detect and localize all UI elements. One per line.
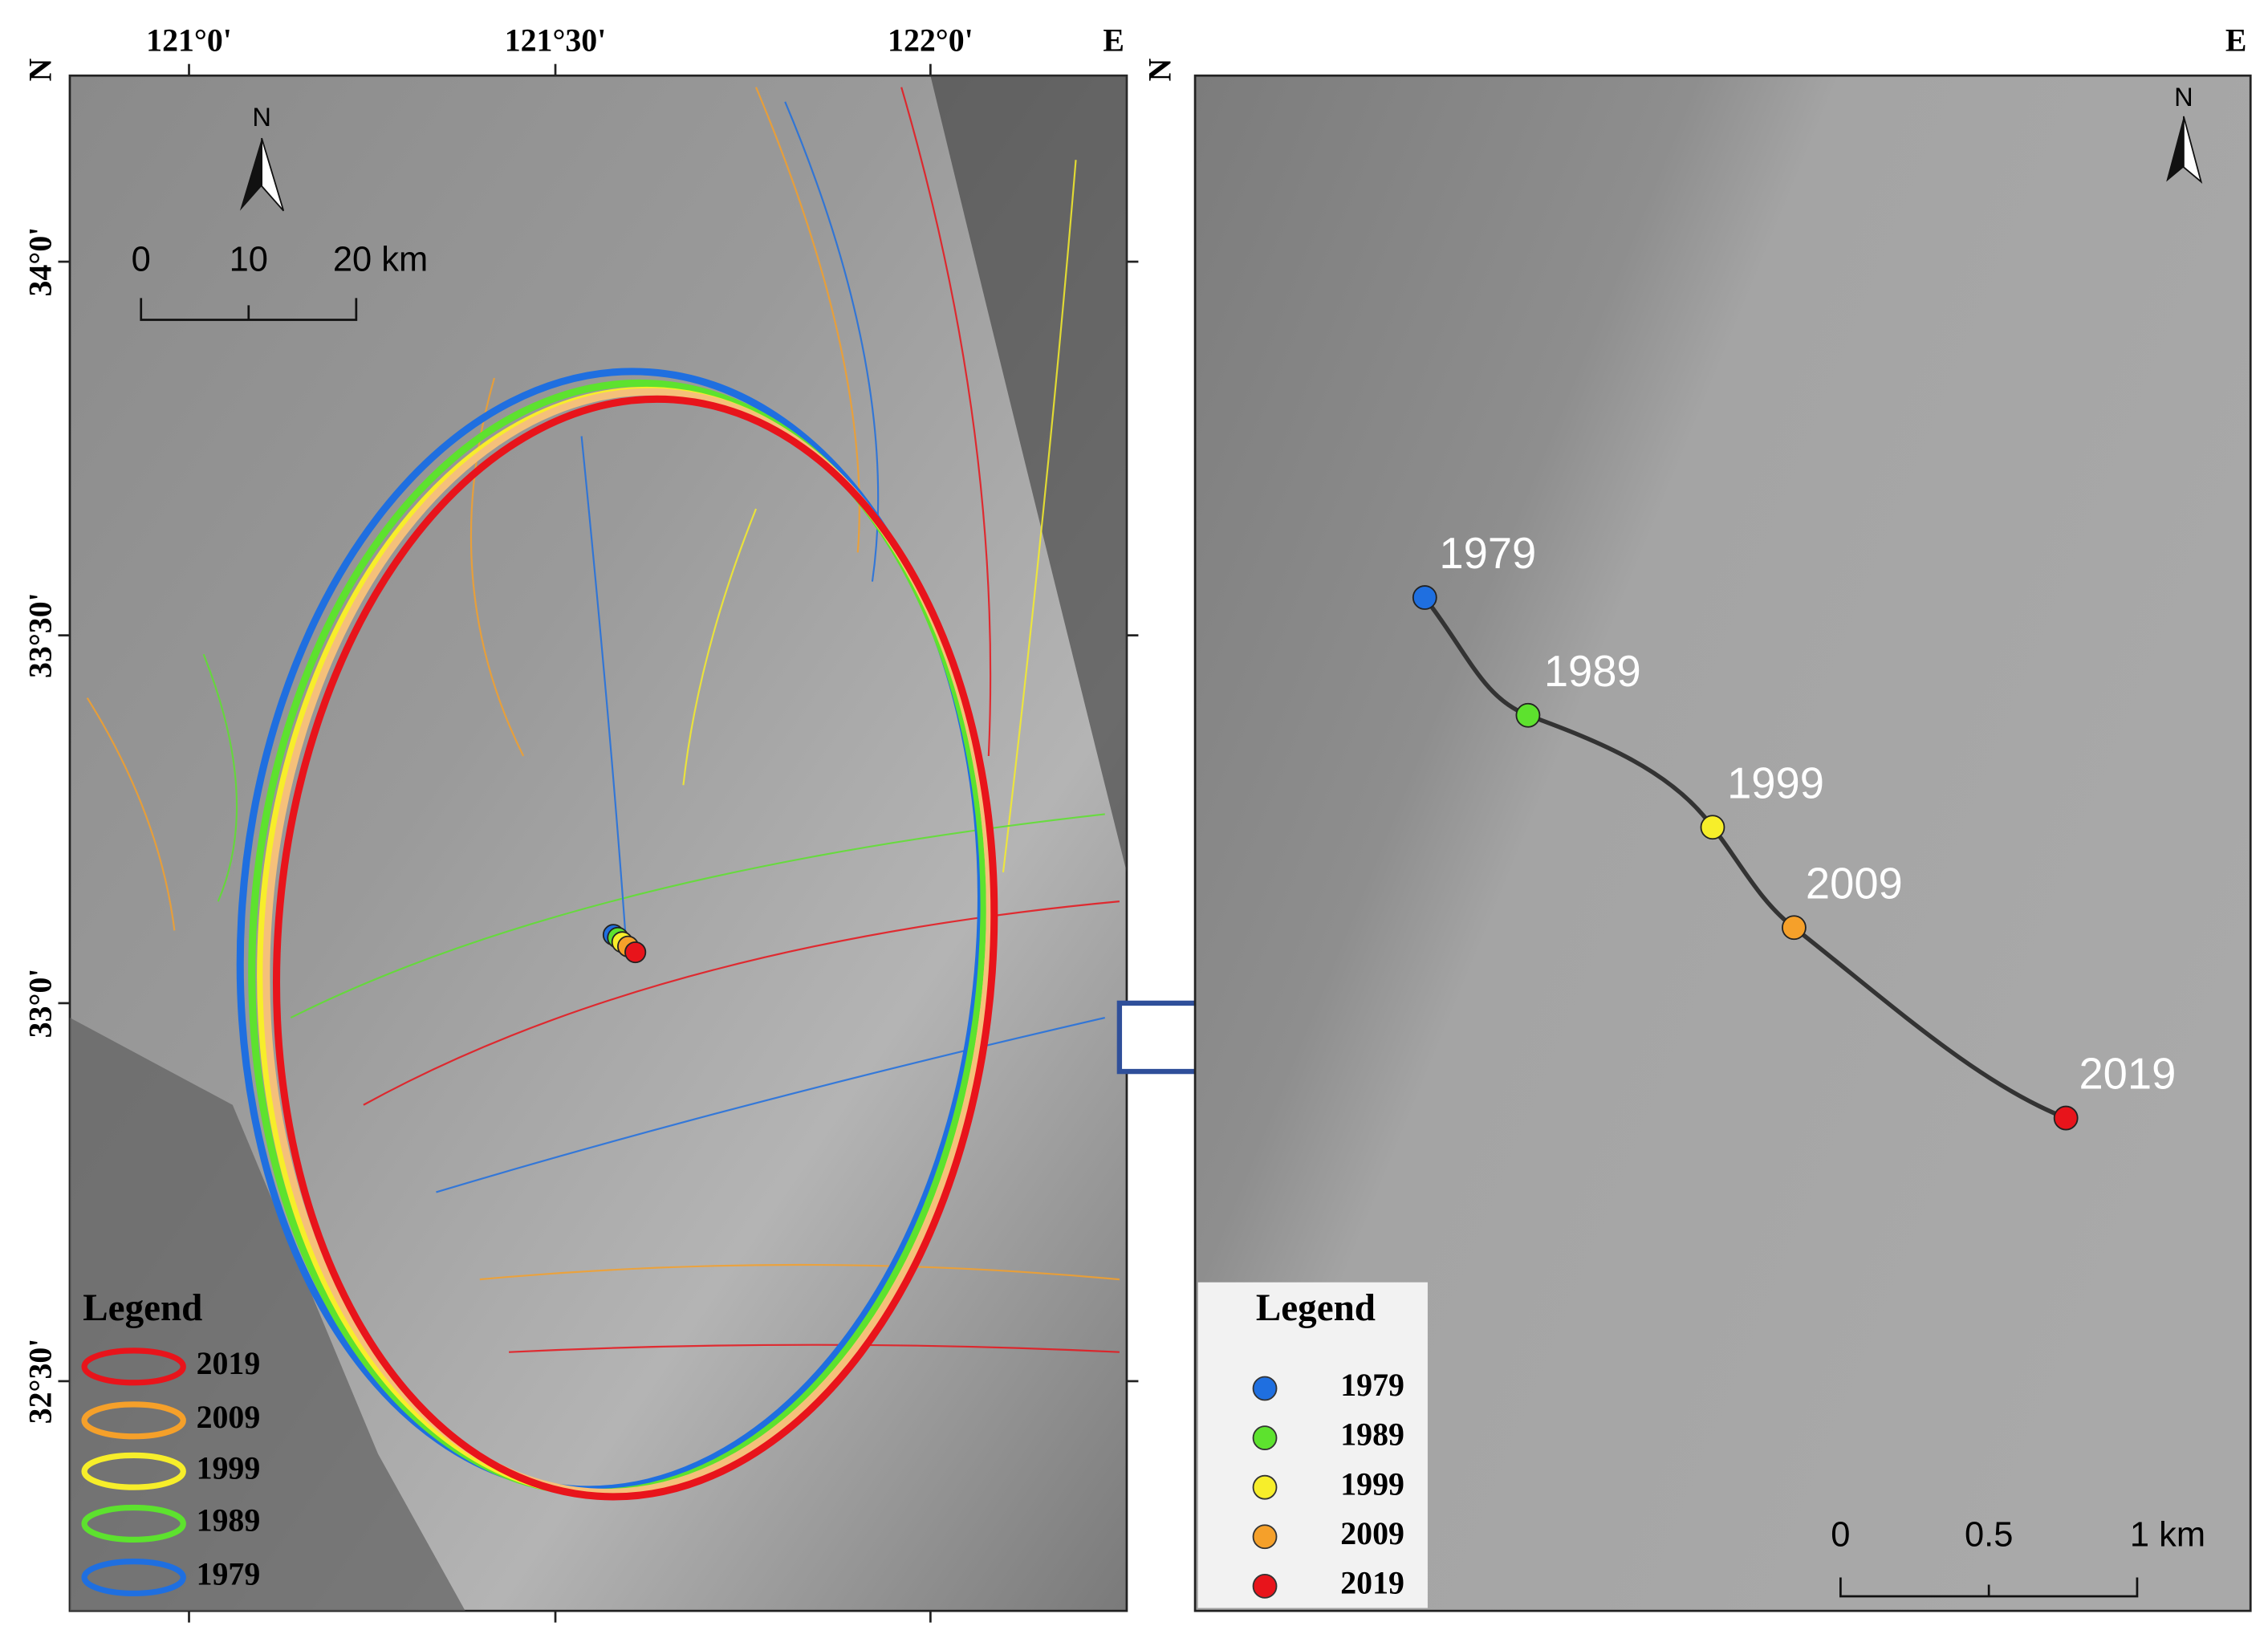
legend-label: 1999 [197,1449,261,1486]
coordinate-labels: 121°0' 121°30' 122°0' E N 34°0' 33°30' 3… [22,22,2247,1424]
scale-bar [140,298,358,321]
lon-label: 121°0' [146,22,232,58]
scale-label: 0 [1831,1515,1850,1554]
legend-label: 2019 [1340,1565,1404,1601]
deep-water [930,75,1127,872]
north-arrow [2166,116,2184,182]
legend-title: Legend [1256,1287,1376,1329]
trajectory-point [2053,1105,2079,1131]
legend-label: 1999 [1340,1465,1404,1502]
scale-label: 0.5 [1965,1515,2013,1554]
legend-label: 1979 [197,1556,261,1592]
trajectory-points: 1979 1989 1999 2009 2019 [1412,529,2176,1131]
legend-swatch [1252,1425,1278,1450]
lat-label: 32°30' [22,1339,59,1425]
legend-box [1197,1282,1428,1608]
north-arrow [2183,116,2203,184]
trajectory-point [1700,815,1725,840]
legend-swatch [81,1401,186,1440]
lon-label: 121°30' [505,22,607,58]
legend-swatch [1252,1474,1278,1500]
legend-title: Legend [83,1287,202,1329]
scale-label: 10 [230,241,268,279]
lon-label: 122°0' [888,22,973,58]
lat-label: 34°0' [22,227,59,297]
point-label: 1979 [1439,529,1536,578]
north-arrow-label: N [2174,82,2193,112]
legend-label: 1989 [1340,1417,1404,1453]
legend-swatch [81,1452,186,1490]
legend-swatch [1252,1376,1278,1401]
north-arrow-label: N [252,102,271,132]
scale-label: 20 km [333,241,428,279]
legend-swatch [81,1504,186,1543]
legend-swatch [1252,1573,1278,1599]
east-label: E [1103,22,1124,58]
lat-label: 33°30' [22,592,59,678]
legend-swatch [81,1558,186,1597]
north-label: N [22,58,59,81]
trajectory-point [1412,585,1437,610]
north-label: N [1141,58,1177,81]
scale-bar [1839,1577,2139,1598]
point-label: 2009 [1806,859,1903,908]
trajectory-point [1782,915,1807,941]
legend-label: 1989 [197,1502,261,1539]
trajectory-point [1515,702,1541,728]
east-label: E [2225,22,2247,58]
legend-label: 1979 [1340,1367,1404,1403]
legend-label: 2009 [1340,1515,1404,1551]
legend-label: 2009 [197,1399,261,1435]
north-arrow [261,137,285,212]
ellipse-2019 [273,395,998,1501]
ellipse-2009 [262,388,994,1497]
point-label: 2019 [2079,1050,2176,1099]
point-label: 1999 [1727,758,1824,807]
legend-swatch [1252,1524,1278,1550]
scale-label: 0 [132,241,151,279]
scale-label: 1 km [2130,1515,2205,1554]
point-label: 1989 [1544,647,1641,696]
legend-swatch [81,1348,186,1386]
left-legend: 2019 2009 1999 1989 1979 [81,1345,261,1597]
right-legend: 1979 1989 1999 2009 2019 [1252,1367,1404,1601]
ellipses [236,368,998,1501]
center-points [602,924,647,964]
lat-label: 33°0' [22,969,59,1039]
legend-label: 2019 [197,1345,261,1381]
